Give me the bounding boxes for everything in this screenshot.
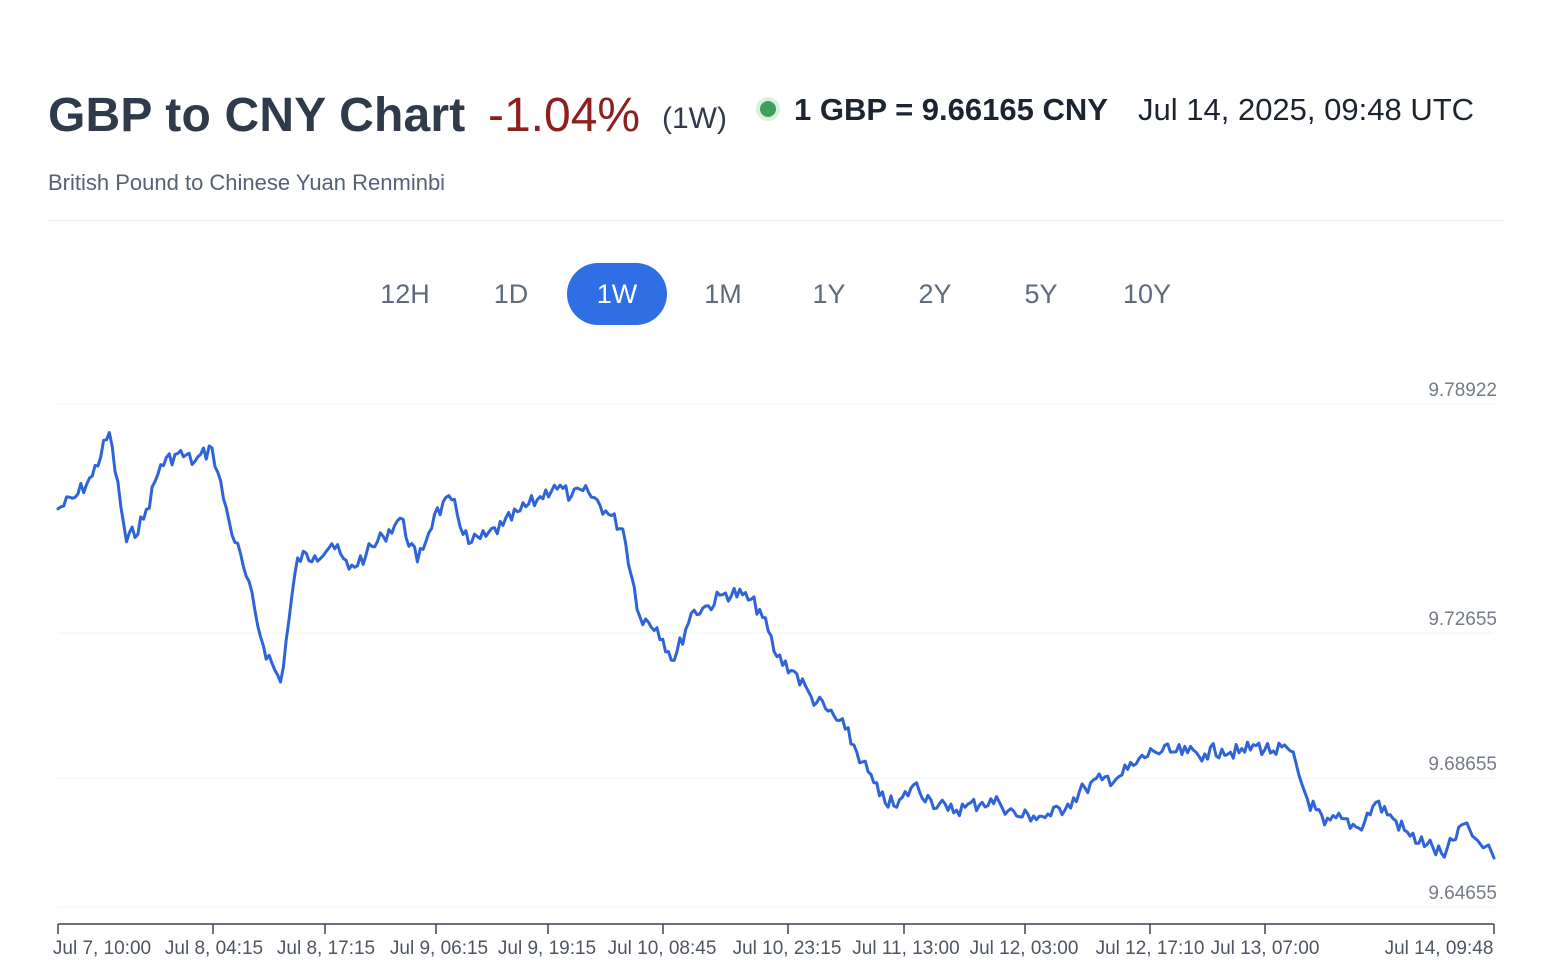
- x-tick-label: Jul 14, 09:48: [1385, 938, 1494, 959]
- x-tick-label: Jul 13, 07:00: [1211, 938, 1320, 959]
- x-tick-label: Jul 10, 08:45: [608, 938, 717, 959]
- change-percent: -1.04%: [488, 89, 641, 142]
- x-tick-label: Jul 9, 06:15: [390, 938, 488, 959]
- change-period: (1W): [662, 102, 727, 135]
- series-line: [56, 431, 1496, 860]
- y-tick-label: 9.64655: [1428, 883, 1497, 904]
- tab-2y[interactable]: 2Y: [918, 278, 952, 309]
- y-tick-label: 9.72655: [1428, 609, 1497, 630]
- divider: [48, 220, 1504, 221]
- y-tick-label: 9.68655: [1428, 754, 1497, 775]
- x-tick-label: Jul 12, 03:00: [970, 938, 1079, 959]
- x-tick-label: Jul 12, 17:10: [1096, 938, 1205, 959]
- tab-1d[interactable]: 1D: [493, 278, 529, 309]
- page-title: GBP to CNY Chart: [48, 89, 466, 142]
- chart-header: GBP to CNY Chart -1.04% (1W) 1 GBP = 9.6…: [48, 82, 1504, 152]
- line-chart: 9.78922 9.72655 9.68655 9.64655 Jul 7, 10:00…: [53, 380, 1497, 959]
- x-tick-label: Jul 7, 10:00: [53, 938, 151, 959]
- tab-10y[interactable]: 10Y: [1122, 278, 1172, 309]
- exchange-rate: 1 GBP = 9.66165 CNY: [794, 92, 1108, 127]
- tab-5y[interactable]: 5Y: [1024, 278, 1058, 309]
- x-tick-label: Jul 8, 04:15: [165, 938, 263, 959]
- live-status-dot-icon: [760, 101, 776, 117]
- rate-timestamp: Jul 14, 2025, 09:48 UTC: [1138, 92, 1475, 127]
- x-tick-label: Jul 11, 13:00: [852, 938, 959, 959]
- y-tick-label: 9.78922: [1428, 380, 1497, 401]
- tab-1w[interactable]: 1W: [567, 263, 667, 325]
- x-tick-label: Jul 9, 19:15: [498, 938, 596, 959]
- tab-1y[interactable]: 1Y: [812, 278, 846, 309]
- page-subtitle: British Pound to Chinese Yuan Renminbi: [48, 170, 446, 195]
- tab-12h[interactable]: 12H: [380, 278, 430, 309]
- tab-1m[interactable]: 1M: [704, 278, 742, 309]
- x-tick-label: Jul 10, 23:15: [733, 938, 842, 959]
- x-tick-label: Jul 8, 17:15: [277, 938, 375, 959]
- rate-chart[interactable]: 9.78922 9.72655 9.68655 9.64655 Jul 7, 10:00…: [0, 360, 1542, 976]
- time-range-tabs: 12H 1D 1W 1M 1Y 2Y 5Y 10Y: [355, 263, 1203, 325]
